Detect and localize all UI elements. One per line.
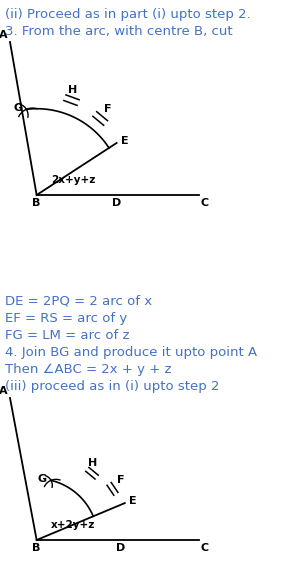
Text: 4. Join BG and produce it upto point A: 4. Join BG and produce it upto point A: [5, 346, 257, 359]
Text: FG = LM = arc of z: FG = LM = arc of z: [5, 329, 129, 342]
Text: H: H: [68, 85, 77, 95]
Text: D: D: [112, 198, 121, 208]
Text: B: B: [33, 198, 41, 208]
Text: DE = 2PQ = 2 arc of x: DE = 2PQ = 2 arc of x: [5, 295, 152, 308]
Text: (iii) proceed as in (i) upto step 2: (iii) proceed as in (i) upto step 2: [5, 380, 219, 393]
Text: (ii) Proceed as in part (i) upto step 2.: (ii) Proceed as in part (i) upto step 2.: [5, 8, 251, 21]
Text: x+2y+z: x+2y+z: [51, 520, 95, 530]
Text: G: G: [13, 103, 22, 113]
Text: 2x+y+z: 2x+y+z: [51, 175, 95, 185]
Text: C: C: [201, 198, 209, 208]
Text: Then ∠ABC = 2x + y + z: Then ∠ABC = 2x + y + z: [5, 363, 172, 376]
Text: B: B: [33, 543, 41, 553]
Text: EF = RS = arc of y: EF = RS = arc of y: [5, 312, 127, 325]
Text: F: F: [104, 104, 112, 115]
Text: A: A: [0, 386, 8, 396]
Text: D: D: [116, 543, 125, 553]
Text: F: F: [117, 475, 124, 485]
Text: E: E: [120, 136, 128, 146]
Text: C: C: [201, 543, 209, 553]
Text: H: H: [89, 458, 98, 468]
Text: 3. From the arc, with centre B, cut: 3. From the arc, with centre B, cut: [5, 25, 233, 38]
Text: E: E: [129, 496, 136, 506]
Text: G: G: [38, 474, 47, 484]
Text: A: A: [0, 30, 8, 40]
